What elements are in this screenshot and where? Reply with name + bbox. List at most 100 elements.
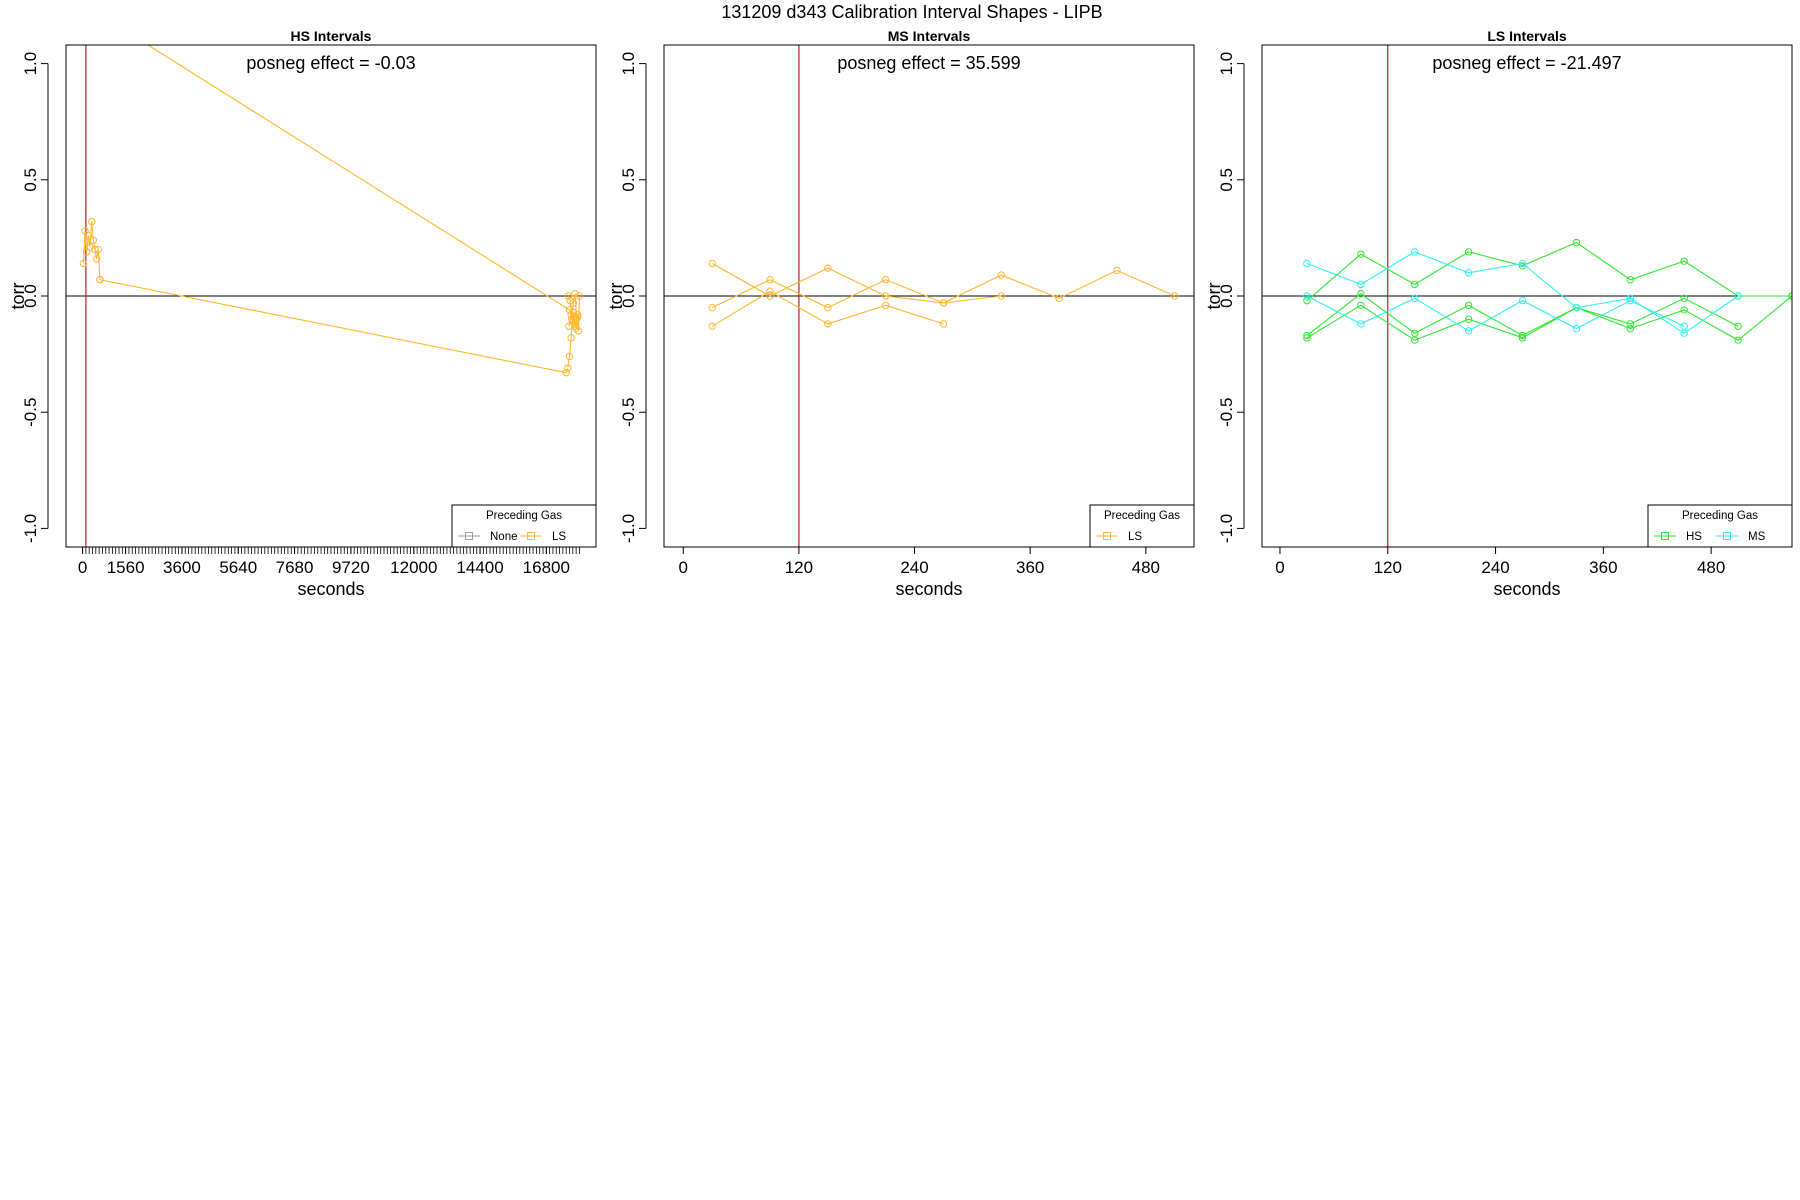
data-point [939, 299, 948, 307]
data-point [574, 313, 582, 321]
legend-title: Preceding Gas [486, 510, 562, 522]
y-axis-label: torr [606, 282, 626, 309]
legend-box [1647, 504, 1793, 548]
data-point [87, 217, 96, 226]
data-point [1680, 257, 1688, 265]
series-line-ls-3 [146, 45, 570, 311]
data-point [708, 322, 716, 330]
x-tick-label: 7680 [276, 558, 314, 577]
y-tick-label: 0.5 [1217, 168, 1236, 192]
x-tick-label: 240 [900, 558, 928, 577]
series-group [79, 2, 584, 377]
x-tick-label: 360 [1016, 558, 1044, 577]
y-tick-label: 1.0 [619, 52, 638, 76]
series-line-ls-3 [711, 290, 944, 327]
legend-swatch-marker [1661, 532, 1669, 540]
data-point [1626, 294, 1635, 303]
data-point [1734, 292, 1742, 300]
data-point [92, 255, 101, 263]
panel-title: LS Intervals [1487, 28, 1567, 44]
legend-entry-none: None [490, 531, 518, 543]
legend-entry-ms: MS [1748, 531, 1766, 543]
data-point [1357, 280, 1365, 289]
y-axis-label: torr [1204, 282, 1224, 309]
data-point [567, 310, 575, 319]
data-point [569, 317, 578, 326]
y-tick-label: 1.0 [21, 52, 40, 76]
data-point [1680, 322, 1688, 330]
data-point [708, 303, 716, 312]
data-point [1734, 322, 1742, 330]
y-tick-label: 1.0 [1217, 52, 1236, 76]
data-point [881, 276, 890, 284]
data-point [824, 264, 832, 272]
y-tick-label: 0.0 [619, 284, 638, 308]
x-axis-label: seconds [895, 579, 962, 599]
data-point [1464, 269, 1473, 277]
data-point [571, 322, 580, 330]
x-tick-label: 14400 [456, 558, 503, 577]
data-point [766, 276, 774, 284]
data-point [1518, 259, 1527, 268]
data-point [1055, 294, 1063, 303]
chart-panel-3: LS Intervals -1.0 -0.5 0.0 0.5 1.0 torr 0 120 240… [1204, 28, 1793, 599]
data-point [997, 271, 1005, 279]
chart-panels: HS Intervals -1.0 -0.5 0.0 0.5 1.0 torr 0 1560 36… [8, 2, 1793, 599]
y-tick-label: -0.5 [1217, 398, 1236, 427]
y-tick-label: -0.5 [619, 398, 638, 427]
data-point [1464, 248, 1473, 256]
posneg-effect-annotation: posneg effect = 35.599 [837, 53, 1020, 73]
data-point [1464, 315, 1473, 323]
series-line-ls-1 [711, 262, 1175, 304]
data-point [1572, 238, 1581, 247]
data-point [1464, 301, 1473, 309]
data-point [1411, 280, 1419, 289]
legend-swatch-marker [465, 532, 473, 540]
legend-swatch-marker [1103, 532, 1111, 540]
data-point [1626, 296, 1635, 305]
chart-panel-1: HS Intervals -1.0 -0.5 0.0 0.5 1.0 torr 0 1560 36… [8, 2, 597, 599]
data-point [824, 320, 832, 328]
data-point [1113, 266, 1121, 275]
series-group [1303, 238, 1792, 344]
legend: Preceding Gas HS MS [1647, 504, 1793, 548]
legend: Preceding Gas None LS [451, 504, 597, 548]
data-point [562, 368, 570, 377]
data-point [1411, 336, 1419, 344]
y-tick-label: 0.0 [1217, 284, 1236, 308]
series-line-ms-5 [1306, 295, 1685, 332]
y-tick-label: -0.5 [21, 398, 40, 427]
data-point [89, 236, 98, 244]
data-point [567, 334, 575, 342]
x-tick-label: 120 [785, 558, 813, 577]
data-point [708, 259, 716, 268]
data-point [1357, 250, 1365, 258]
panel-title: HS Intervals [291, 28, 372, 44]
x-tick-label: 16800 [523, 558, 570, 577]
data-point [564, 292, 573, 300]
x-tick-label: 3600 [163, 558, 201, 577]
data-point [1357, 289, 1365, 298]
data-point [1680, 294, 1688, 303]
y-axis-label: torr [8, 282, 28, 309]
x-tick-label: 1560 [107, 558, 145, 577]
y-tick-label: -1.0 [1217, 514, 1236, 543]
data-point [1572, 303, 1581, 312]
data-point [565, 352, 574, 361]
data-point [1518, 296, 1527, 305]
x-axis-label: seconds [1493, 579, 1560, 599]
series-line-ls-2 [711, 279, 1002, 309]
series-line-hs-1 [1306, 241, 1792, 302]
panel-title: MS Intervals [888, 28, 971, 44]
data-point [1626, 276, 1635, 284]
x-tick-label: 0 [1275, 558, 1284, 577]
data-point [569, 299, 578, 307]
series-line-hs-2 [1306, 292, 1739, 337]
y-tick-label: 0.5 [619, 168, 638, 192]
data-point [96, 276, 104, 284]
x-tick-label: 5640 [219, 558, 257, 577]
data-point [881, 301, 890, 309]
x-axis-label: seconds [297, 579, 364, 599]
data-point [82, 2, 88, 8]
